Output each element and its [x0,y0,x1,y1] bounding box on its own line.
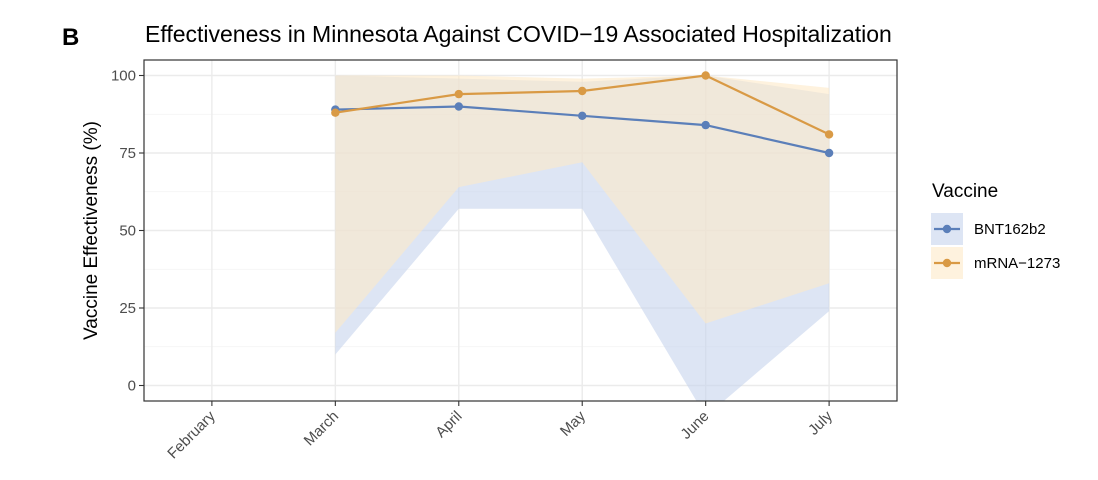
x-tick-label: May [557,407,589,439]
ribbon-mrna-1273 [335,75,830,333]
x-tick-label: July [805,407,836,438]
legend-point-bnt162b2 [942,224,952,234]
data-point-mrna-1273 [454,89,463,99]
legend-label-bnt162b2: BNT162b2 [974,221,1046,238]
data-point-bnt162b2 [454,102,463,111]
y-tick-label: 75 [119,145,136,162]
y-tick-label: 25 [119,300,136,317]
x-tick-label: June [677,408,712,443]
data-point-mrna-1273 [331,108,340,117]
legend-point-mrna-1273 [942,258,952,268]
data-point-bnt162b2 [578,111,587,121]
y-tick-label: 0 [128,378,136,395]
confidence-ribbons [335,75,830,401]
legend-label-mrna-1273: mRNA−1273 [974,255,1060,272]
data-point-bnt162b2 [824,148,834,158]
chart-title: Effectiveness in Minnesota Against COVID… [145,21,892,47]
y-tick-label: 100 [111,68,136,85]
y-tick-label: 50 [119,223,136,240]
data-point-mrna-1273 [824,130,834,139]
plot-area [143,59,898,402]
legend: Vaccine BNT162b2 mRNA−1273 [931,181,1060,279]
series-points [331,71,834,158]
y-axis-label: Vaccine Effectiveness (%) [81,121,102,340]
data-point-mrna-1273 [701,71,710,80]
legend-title: Vaccine [932,181,998,202]
x-tick-label: March [301,408,342,449]
x-tick-label: February [164,407,219,462]
x-axis: February March April May June July [164,401,836,462]
data-point-bnt162b2 [701,120,710,130]
data-point-mrna-1273 [578,86,587,96]
x-tick-label: April [432,408,465,441]
panel-label: B [62,24,79,51]
y-axis: 0 25 50 75 100 [111,68,144,395]
